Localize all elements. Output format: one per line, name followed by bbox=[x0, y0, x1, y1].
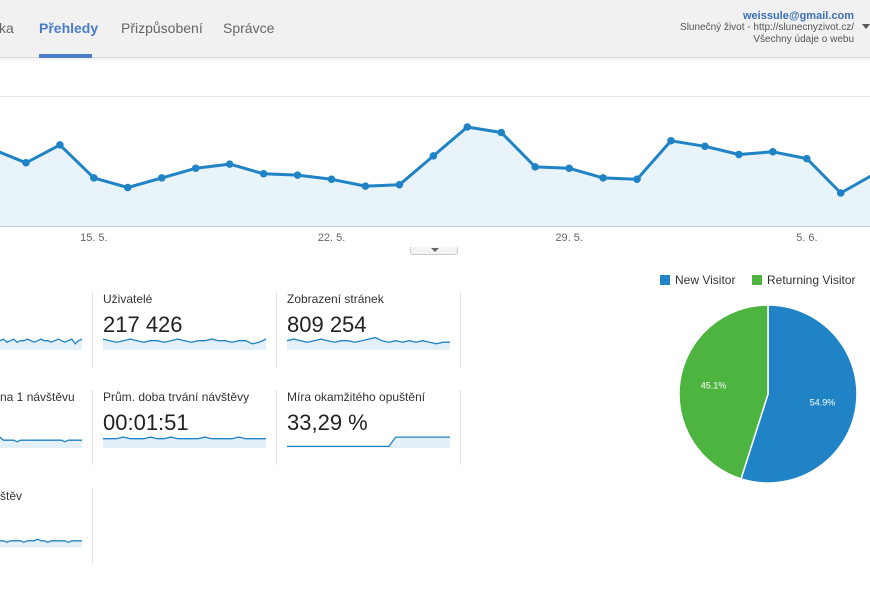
data-point[interactable] bbox=[191, 164, 200, 173]
tab-domovska[interactable]: ka bbox=[0, 20, 14, 36]
tab-prehledy[interactable]: Přehledy bbox=[39, 20, 99, 36]
data-point[interactable] bbox=[395, 180, 404, 189]
data-point[interactable] bbox=[836, 189, 845, 197]
sparkline-line bbox=[287, 336, 450, 345]
data-point[interactable] bbox=[497, 128, 506, 137]
metric-bounce-rate[interactable]: Míra okamžitého opuštění 33,29 % bbox=[276, 390, 461, 465]
tab-spravce[interactable]: Správce bbox=[223, 20, 275, 36]
account-email: weissule@gmail.com bbox=[743, 10, 854, 22]
metric-sparkline bbox=[103, 436, 266, 448]
account-view: Všechny údaje o webu bbox=[753, 34, 854, 45]
metric-label: Zobrazení stránek bbox=[287, 292, 384, 306]
metric-value: 217 426 bbox=[103, 312, 183, 337]
data-point[interactable] bbox=[633, 175, 641, 184]
metric-pageviews[interactable]: Zobrazení stránek 809 254 bbox=[276, 292, 461, 367]
metric-label: Uživatelé bbox=[103, 292, 153, 306]
metric-label: Prům. doba trvání návštěvy bbox=[103, 390, 250, 404]
data-point[interactable] bbox=[90, 174, 98, 182]
pie-slice-label: 54.9% bbox=[810, 398, 836, 408]
data-point[interactable] bbox=[429, 152, 438, 160]
metric-divider bbox=[460, 292, 461, 367]
top-nav-bar: ka Přehledy Přizpůsobení Správce weissul… bbox=[0, 0, 870, 58]
sparkline-line bbox=[287, 436, 450, 448]
metric-sparkline bbox=[0, 436, 82, 448]
visitor-type-pie-chart: 54.9% 45.1% bbox=[678, 304, 858, 484]
account-selector[interactable]: weissule@gmail.com Slunečný život - http… bbox=[680, 10, 854, 46]
sparkline-area bbox=[103, 437, 266, 448]
series-area bbox=[0, 127, 870, 226]
data-point[interactable] bbox=[531, 163, 539, 171]
legend-label: Returning Visitor bbox=[767, 273, 856, 287]
data-point[interactable] bbox=[22, 158, 30, 167]
data-point[interactable] bbox=[259, 169, 268, 178]
data-point[interactable] bbox=[225, 160, 234, 168]
x-tick-label: 22. 5. bbox=[318, 232, 346, 244]
active-tab-indicator bbox=[39, 54, 92, 58]
chevron-down-icon[interactable] bbox=[862, 24, 870, 29]
sparkline-line bbox=[103, 436, 266, 440]
data-point[interactable] bbox=[565, 164, 573, 173]
metric-avg-session-duration[interactable]: Prům. doba trvání návštěvy 00:01:51 bbox=[92, 390, 277, 465]
data-point[interactable] bbox=[463, 123, 472, 131]
data-point[interactable] bbox=[361, 182, 370, 190]
x-tick-label: 15. 5. bbox=[80, 232, 108, 244]
x-tick-label: 5. 6. bbox=[796, 232, 817, 244]
metric-divider bbox=[92, 489, 93, 564]
legend-swatch bbox=[660, 275, 670, 285]
metric-new-sessions[interactable]: štěv bbox=[0, 489, 185, 564]
data-point[interactable] bbox=[124, 183, 132, 192]
metric-sparkline bbox=[0, 338, 82, 350]
metric-value: 33,29 % bbox=[287, 410, 368, 435]
metric-sparkline bbox=[103, 338, 266, 350]
sparkline-line bbox=[0, 436, 82, 443]
sparkline-area bbox=[103, 339, 266, 350]
x-tick-label: 29. 5. bbox=[555, 232, 583, 244]
data-point[interactable] bbox=[667, 136, 675, 145]
sparkline-area bbox=[287, 437, 450, 448]
metric-sparkline bbox=[0, 538, 82, 547]
data-point[interactable] bbox=[769, 147, 777, 156]
sparkline-line bbox=[0, 538, 82, 544]
data-point[interactable] bbox=[327, 175, 336, 184]
legend-swatch bbox=[752, 275, 762, 285]
chevron-down-icon bbox=[431, 248, 439, 252]
chart-expand-handle[interactable] bbox=[410, 247, 458, 255]
sparkline-line bbox=[103, 338, 266, 345]
pie-slice[interactable] bbox=[740, 304, 858, 484]
metric-pages-per-session[interactable]: na 1 návštěvu bbox=[0, 390, 185, 465]
sessions-line-chart: 15. 5. 22. 5. 29. 5. 5. 6. bbox=[0, 96, 870, 244]
data-point[interactable] bbox=[735, 150, 743, 159]
data-point[interactable] bbox=[599, 174, 607, 182]
metric-label: na 1 návštěvu bbox=[0, 390, 75, 404]
data-point[interactable] bbox=[56, 141, 64, 149]
legend-item-returning-visitor[interactable]: Returning Visitor bbox=[752, 273, 856, 287]
metric-sparkline bbox=[287, 436, 450, 448]
legend-label: New Visitor bbox=[675, 273, 736, 287]
legend-item-new-visitor[interactable]: New Visitor bbox=[660, 273, 735, 287]
metric-label: Míra okamžitého opuštění bbox=[287, 390, 426, 404]
data-point[interactable] bbox=[293, 171, 302, 179]
data-point[interactable] bbox=[157, 174, 166, 182]
metric-divider bbox=[460, 390, 461, 465]
metric-sparkline bbox=[287, 336, 450, 350]
metric-users[interactable]: Uživatelé 217 426 bbox=[92, 292, 277, 367]
pie-slice[interactable] bbox=[678, 304, 769, 480]
sparkline-area bbox=[0, 437, 82, 448]
metric-label: štěv bbox=[0, 489, 23, 503]
metric-value: 00:01:51 bbox=[103, 410, 189, 435]
account-property: Slunečný život - http://slunecnyzivot.cz… bbox=[680, 22, 854, 33]
sparkline-area bbox=[0, 339, 82, 350]
metric-value: 809 254 bbox=[287, 312, 367, 337]
metric-sessions[interactable] bbox=[0, 292, 185, 367]
tab-prizpusobeni[interactable]: Přizpůsobení bbox=[121, 20, 203, 36]
sparkline-line bbox=[0, 338, 82, 345]
data-point[interactable] bbox=[803, 154, 811, 163]
pie-slice-label: 45.1% bbox=[701, 381, 727, 391]
data-point[interactable] bbox=[701, 142, 709, 151]
